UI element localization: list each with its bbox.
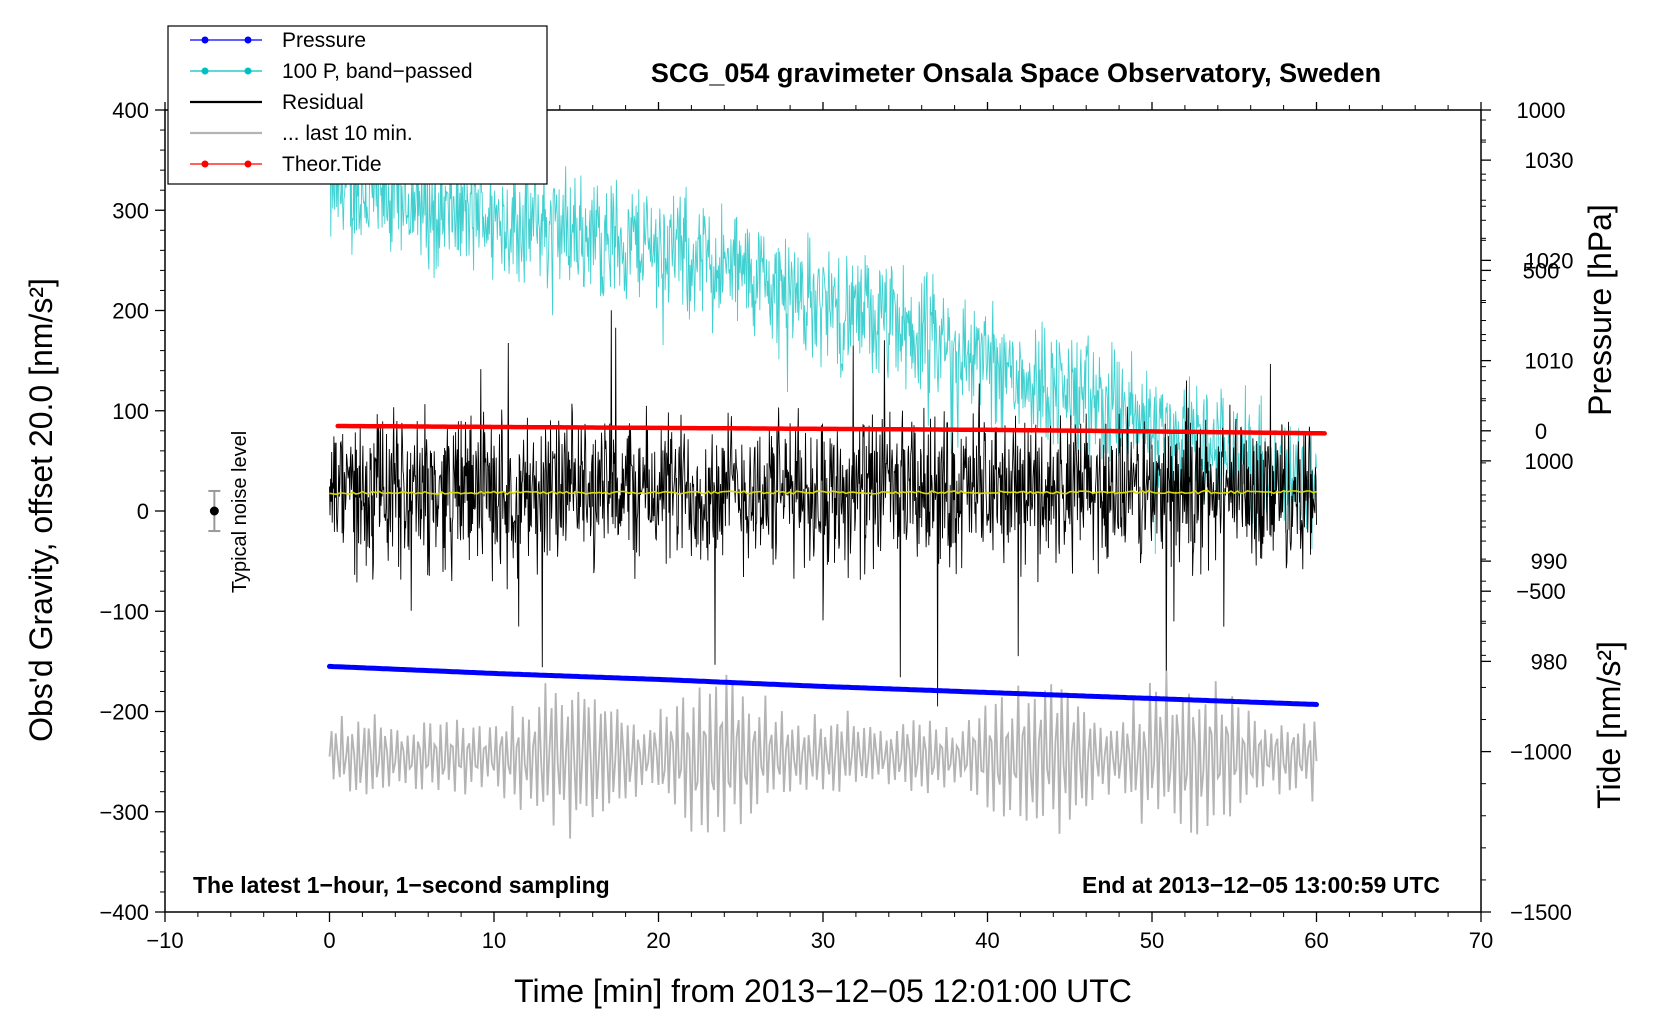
legend-item: 100 P, band−passed [190,60,473,83]
tide-tick-label: −1000 [1510,740,1572,765]
series-layer [327,131,1327,839]
pressure-tick-label: 1010 [1525,349,1574,374]
legend-marker [244,67,252,75]
pressure-tick-label: 980 [1531,649,1568,674]
tide-tick-label: 500 [1523,258,1560,283]
y-tick-label: 0 [137,499,149,524]
series-residual-smoothed [329,489,1317,496]
legend-box [167,25,548,185]
legend-label: 100 P, band−passed [282,60,473,83]
legend-item: Theor.Tide [190,153,382,176]
y-tick-label: −100 [99,599,149,624]
legend-item: ... last 10 min. [190,122,413,145]
series-last-10-min [328,670,1318,839]
noise-error-bar [208,489,221,533]
pressure-tick-label: 1000 [1525,449,1574,474]
y-axis-gravity: 400 300 200 100 0 −100 −200 −300 −400 [99,98,165,925]
x-tick-label: 0 [323,928,335,953]
tide-tick-label: −500 [1516,579,1566,604]
y-axis-title-tide: Tide [nm/s²] [1591,641,1627,809]
legend-marker [201,36,209,44]
annotation-sampling: The latest 1−hour, 1−second sampling [193,872,610,898]
series-theoretical-tide [335,423,1327,436]
legend-marker [201,160,209,168]
y-tick-label: −300 [99,800,149,825]
x-tick-label: 20 [646,928,670,953]
legend-item: Pressure [190,29,366,52]
y-tick-label: 400 [112,98,149,123]
legend-label: Theor.Tide [282,153,382,176]
x-tick-label: 30 [811,928,835,953]
y-axis-pressure: 1030 1020 1010 1000 990 980 [1481,119,1574,674]
tide-tick-label: −1500 [1510,900,1572,925]
annotation-noise-level: Typical noise level [229,431,251,593]
legend: Pressure 100 P, band−passed Residual ... la… [167,25,548,185]
y-axis-title-pressure: Pressure [hPa] [1582,204,1618,416]
series-residual [329,310,1317,707]
tide-tick-label: 0 [1535,419,1547,444]
pressure-tick-label: 1020 [1525,248,1574,273]
x-axis-title: Time [min] from 2013−12−05 12:01:00 UTC [514,973,1132,1009]
y-tick-label: 300 [112,198,149,223]
legend-item: Residual [190,91,364,114]
x-tick-label: 70 [1469,928,1493,953]
x-tick-label: 60 [1304,928,1328,953]
y-axis-tide: 1000 500 0 −500 −1000 −1500 [1481,98,1572,925]
legend-label: ... last 10 min. [282,122,413,145]
x-tick-label: −10 [146,928,183,953]
legend-marker [244,36,252,44]
plot-area [164,109,1482,913]
y-tick-label: 200 [112,299,149,324]
legend-marker [244,160,252,168]
noise-bar-point [209,506,219,516]
y-tick-label: −200 [99,700,149,725]
y-tick-label: 100 [112,399,149,424]
tide-tick-label: 1000 [1517,98,1566,123]
y-tick-label: −400 [99,900,149,925]
x-tick-label: 40 [975,928,999,953]
series-bandpassed-pressure [329,131,1317,554]
annotation-end-time: End at 2013−12−05 13:00:59 UTC [1082,872,1440,898]
y-axis-title-gravity: Obs'd Gravity, offset 20.0 [nm/s²] [23,278,59,742]
x-axis: −10 0 10 20 30 40 50 60 70 [146,102,1493,953]
chart-title: SCG_054 gravimeter Onsala Space Observat… [651,58,1381,88]
legend-label: Residual [282,91,364,114]
x-tick-label: 10 [482,928,506,953]
legend-label: Pressure [282,29,366,52]
pressure-tick-label: 1030 [1525,148,1574,173]
x-tick-label: 50 [1140,928,1164,953]
legend-marker [201,67,209,75]
pressure-tick-label: 990 [1531,549,1568,574]
series-pressure [327,663,1319,707]
